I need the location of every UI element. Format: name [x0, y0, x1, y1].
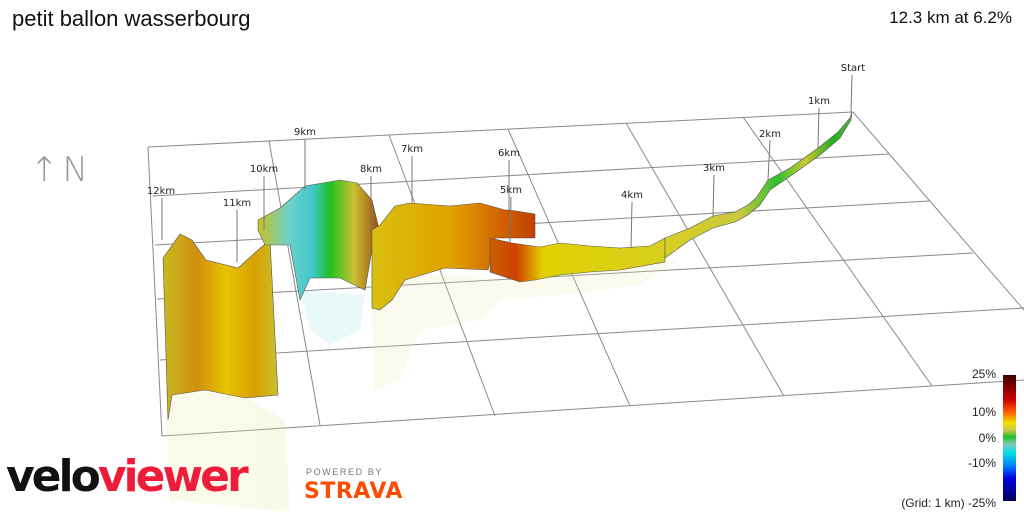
marker-3km: 3km	[703, 163, 725, 174]
marker-12km: 12km	[147, 186, 175, 197]
marker-1km: 1km	[808, 96, 830, 107]
marker-7km: 7km	[401, 144, 423, 155]
veloviewer-logo[interactable]: veloviewer	[6, 451, 249, 502]
marker-start: Start	[841, 63, 866, 74]
gradient-legend-bar	[1003, 375, 1016, 501]
legend-label-grid: (Grid: 1 km) -25%	[901, 496, 996, 510]
marker-8km: 8km	[360, 164, 382, 175]
marker-11km: 11km	[223, 198, 251, 209]
strava-logo[interactable]: STRAVA	[304, 479, 403, 504]
logo-velo: velo	[6, 451, 101, 502]
logo-viewer: viewer	[97, 451, 249, 502]
marker-6km: 6km	[498, 148, 520, 159]
distance-markers: Start 1km 2km 3km 4km 5km 6km 7km 8km 9k…	[147, 63, 865, 262]
legend-label-0: 0%	[978, 431, 996, 445]
marker-2km: 2km	[759, 129, 781, 140]
powered-by-label: POWERED BY	[306, 467, 384, 477]
route-title: petit ballon wasserbourg	[12, 6, 251, 31]
legend-label-25: 25%	[971, 367, 996, 381]
legend-label-10: 10%	[971, 405, 996, 419]
profile-reflection	[165, 260, 680, 512]
marker-9km: 9km	[294, 127, 316, 138]
route-summary: 12.3 km at 6.2%	[889, 8, 1012, 27]
elevation-ribbon[interactable]	[162, 111, 853, 421]
marker-5km: 5km	[500, 185, 522, 196]
north-arrow-icon: ↑N	[30, 150, 92, 190]
marker-4km: 4km	[621, 190, 643, 201]
legend-label-neg10: -10%	[967, 456, 996, 470]
marker-10km: 10km	[250, 164, 278, 175]
